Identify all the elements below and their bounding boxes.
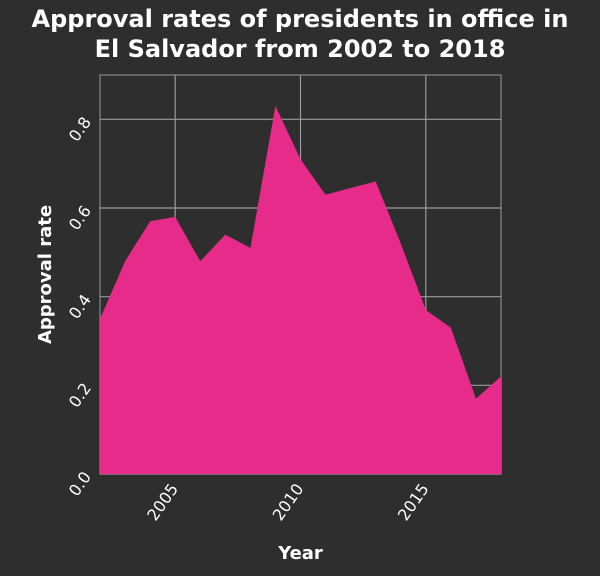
x-tick-label: 2005 xyxy=(143,480,182,524)
y-tick-label: 0.6 xyxy=(65,202,95,234)
area-fill xyxy=(100,106,501,475)
x-tick-label: 2015 xyxy=(394,480,433,524)
x-tick-label: 2010 xyxy=(269,480,308,524)
y-tick-label: 0.4 xyxy=(65,291,95,323)
y-tick-label: 0.2 xyxy=(65,379,95,411)
chart-title-line-1: Approval rates of presidents in office i… xyxy=(31,5,569,33)
y-tick-label: 0.0 xyxy=(65,468,95,500)
area-series xyxy=(100,106,501,475)
y-tick-label: 0.8 xyxy=(65,113,95,145)
chart-title-line-2: El Salvador from 2002 to 2018 xyxy=(94,35,506,63)
chart-title: Approval rates of presidents in office i… xyxy=(0,4,600,64)
x-axis-title: Year xyxy=(277,543,323,564)
y-axis-title: Approval rate xyxy=(35,205,56,344)
